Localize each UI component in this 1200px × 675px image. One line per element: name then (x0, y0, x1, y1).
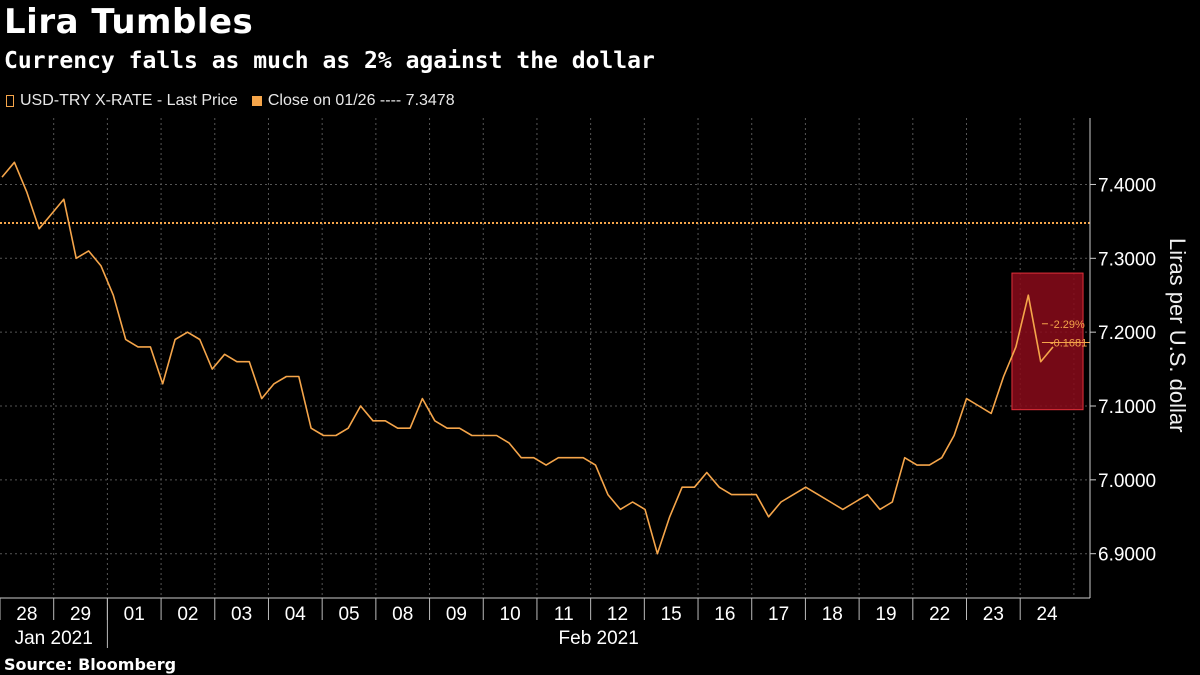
chart-title: Lira Tumbles (4, 2, 254, 42)
x-tick-label: 01 (124, 604, 145, 625)
x-tick-label: 16 (714, 604, 735, 625)
x-tick-label: 03 (231, 604, 252, 625)
x-tick-label: 19 (875, 604, 896, 625)
square-swatch-icon (251, 96, 262, 106)
x-tick-label: 24 (1036, 604, 1058, 625)
annotation-label: -2.29% (1050, 319, 1085, 331)
legend: USD-TRY X-RATE - Last Price Close on 01/… (6, 92, 469, 110)
legend-label-last-price: USD-TRY X-RATE - Last Price (20, 92, 238, 109)
x-tick-label: 09 (446, 604, 467, 625)
y-axis-label-wrap: Liras per U.S. dollar (1160, 238, 1190, 488)
x-tick-label: 17 (768, 604, 789, 625)
chart-subtitle: Currency falls as much as 2% against the… (4, 48, 655, 74)
gridlines (0, 118, 1090, 598)
y-tick-label: 7.2000 (1098, 323, 1156, 344)
highlight-region (1011, 272, 1084, 411)
x-tick-label: 12 (607, 604, 628, 625)
x-tick-label: 22 (929, 604, 950, 625)
highlight-rect (1011, 272, 1084, 411)
axes (0, 118, 1091, 599)
y-tick-label: 7.0000 (1098, 471, 1156, 492)
legend-entry-last-price: USD-TRY X-RATE - Last Price (6, 92, 238, 110)
y-tick-label: 7.3000 (1098, 249, 1156, 270)
y-axis-ticks: 7.4000 7.3000 7.2000 7.1000 7.0000 6.9000 (1090, 175, 1156, 566)
x-tick-label: 23 (983, 604, 1004, 625)
x-tick-label: 28 (16, 604, 37, 625)
x-tick-label: 08 (392, 604, 413, 625)
x-month-label: Jan 2021 (15, 628, 93, 649)
y-axis-label: Liras per U.S. dollar (1165, 238, 1190, 433)
x-tick-label: 05 (338, 604, 359, 625)
x-tick-label: 04 (285, 604, 307, 625)
x-tick-label: 10 (500, 604, 521, 625)
x-axis-ticks: 28 29 01 02 03 04 05 08 09 10 11 12 15 16 17 18 19 22 23 24… (0, 598, 1058, 649)
y-tick-label: 7.4000 (1098, 175, 1156, 196)
legend-label-close: Close on 01/26 ---- 7.3478 (267, 92, 455, 109)
line-swatch-icon (6, 95, 14, 107)
x-month-label: Feb 2021 (559, 628, 639, 649)
x-tick-label: 11 (554, 604, 574, 625)
x-tick-label: 02 (177, 604, 198, 625)
x-tick-label: 29 (70, 604, 91, 625)
annotation-label: -0.1681 (1050, 338, 1087, 350)
annotations: -2.29% -0.1681 (1041, 319, 1090, 350)
y-tick-label: 6.9000 (1098, 545, 1156, 566)
legend-entry-close: Close on 01/26 ---- 7.3478 (251, 92, 455, 110)
x-tick-label: 15 (661, 604, 682, 625)
x-tick-label: 18 (822, 604, 843, 625)
source-note: Source: Bloomberg (4, 655, 177, 674)
y-tick-label: 7.1000 (1098, 397, 1156, 418)
price-series (1, 161, 1054, 555)
price-line (1, 161, 1054, 555)
